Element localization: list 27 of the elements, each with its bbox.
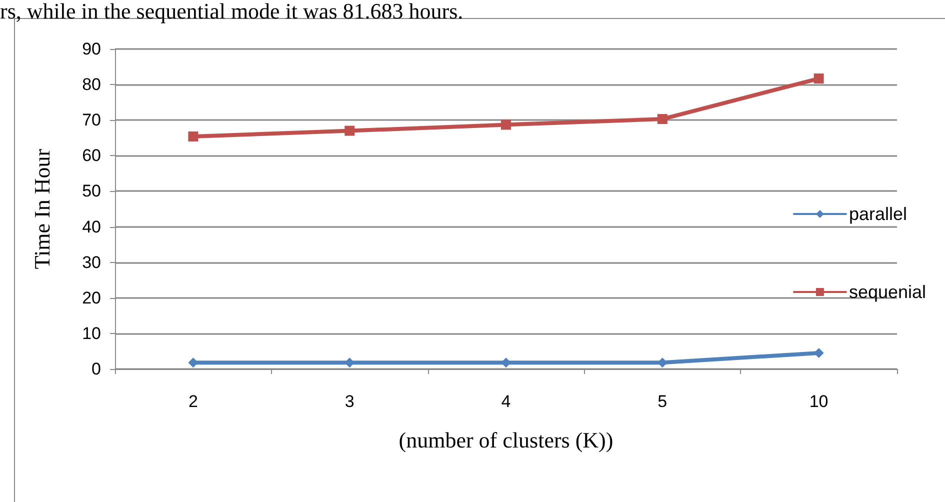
- x-tick-label: 4: [501, 392, 511, 411]
- y-tick-label: 0: [92, 360, 101, 378]
- point: [814, 74, 824, 84]
- y-tick-label: 50: [82, 182, 101, 201]
- x-tick-label: 5: [658, 392, 668, 411]
- x-tick-label: 3: [344, 392, 354, 411]
- legend-label: sequenial: [848, 282, 926, 302]
- y-tick-label: 40: [82, 217, 101, 236]
- point: [501, 120, 511, 130]
- x-tick-label: 10: [809, 392, 828, 411]
- y-tick-label: 20: [82, 288, 101, 308]
- y-tick-label: 60: [82, 146, 101, 166]
- y-tick-label: 90: [82, 40, 101, 58]
- point: [657, 114, 668, 124]
- point: [501, 358, 511, 368]
- y-tick-label: 30: [82, 252, 101, 272]
- point: [344, 126, 355, 136]
- y-tick-label: 70: [82, 110, 101, 130]
- point: [814, 348, 824, 358]
- y-tick-label: 10: [82, 324, 101, 343]
- x-axis-title: (number of clusters (K)): [398, 428, 614, 452]
- legend-label: parallel: [848, 204, 907, 224]
- point: [188, 131, 198, 142]
- text: rs, while in the sequential mode it was 81.683 hours.: [0, 0, 464, 24]
- y-tick-label: 80: [82, 75, 101, 94]
- x-tick-label: 2: [188, 392, 198, 411]
- y-axis-title: Time In Hour: [30, 148, 54, 270]
